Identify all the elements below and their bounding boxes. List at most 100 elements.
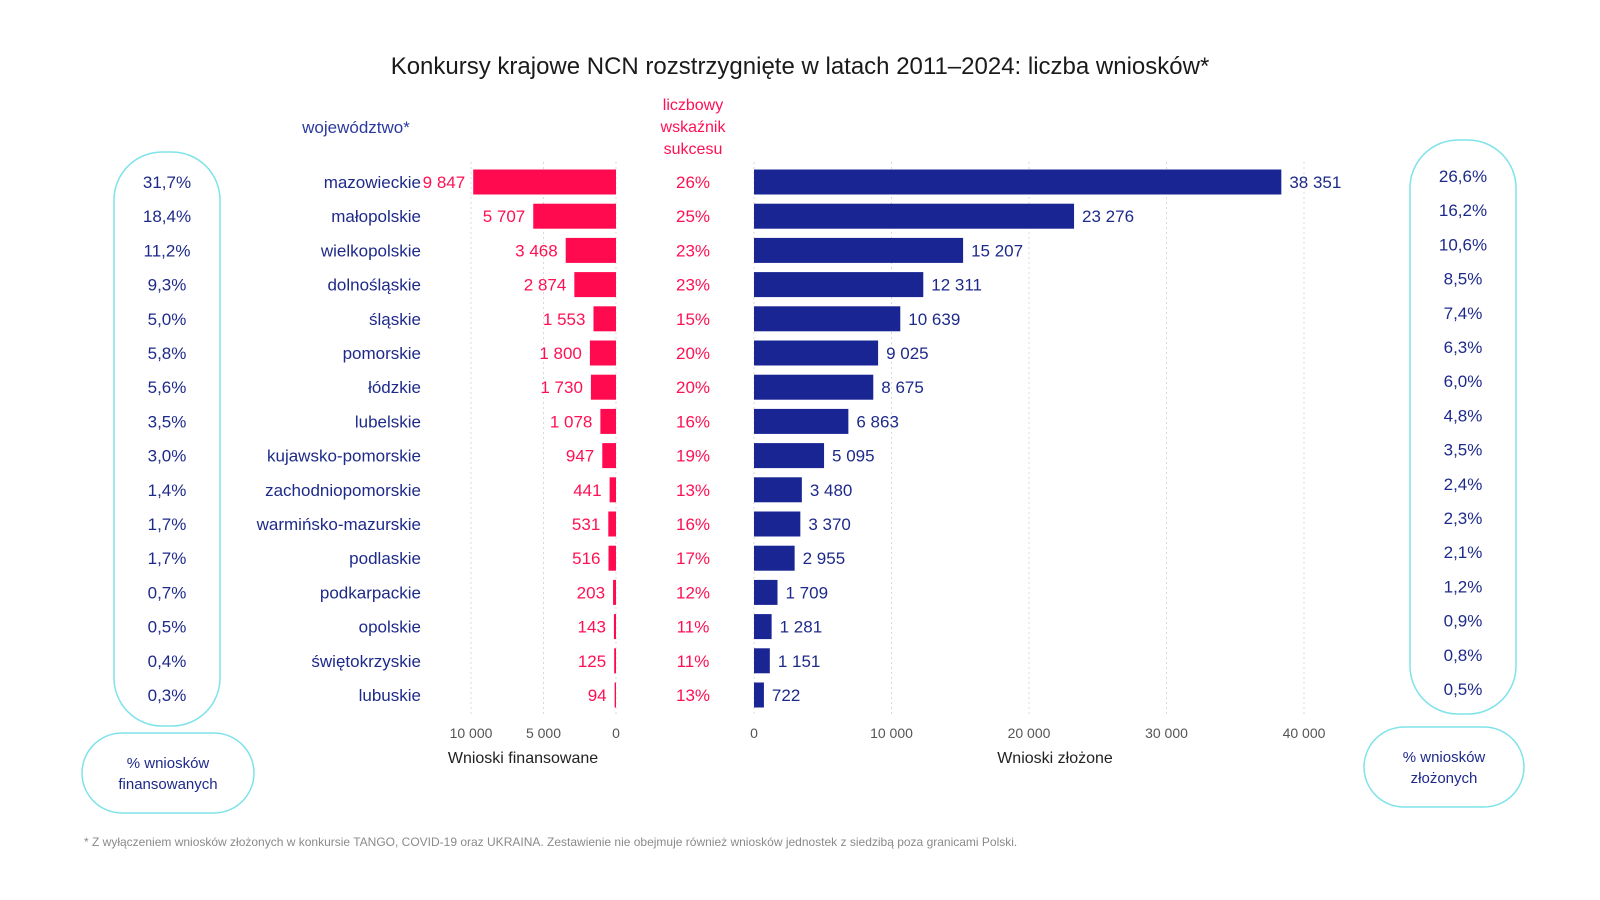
funded-value-label: 1 800	[539, 344, 582, 363]
submitted-pct-value: 26,6%	[1439, 167, 1487, 186]
submitted-bar	[754, 272, 924, 298]
submitted-bar	[754, 477, 802, 503]
funded-pct-value: 9,3%	[148, 276, 187, 295]
success-rate-value: 26%	[676, 173, 710, 192]
submitted-bar	[754, 511, 801, 537]
funded-value-label: 94	[588, 686, 607, 705]
submitted-value-label: 15 207	[971, 241, 1023, 260]
region-row: 0,5% opolskie 143 11% 1 281 0,9%	[148, 612, 1482, 640]
funded-value-label: 203	[577, 583, 605, 602]
submitted-value-label: 8 675	[881, 378, 924, 397]
success-rate-value: 16%	[676, 412, 710, 431]
funded-pct-value: 18,4%	[143, 207, 191, 226]
funded-value-label: 2 874	[524, 276, 567, 295]
submitted-value-label: 5 095	[832, 447, 875, 466]
region-row: 1,7% podlaskie 516 17% 2 955 2,1%	[148, 543, 1483, 571]
submitted-bar	[754, 374, 874, 400]
submitted-pct-value: 0,5%	[1444, 680, 1483, 699]
funded-pct-value: 1,4%	[148, 481, 187, 500]
submitted-value-label: 38 351	[1289, 173, 1341, 192]
region-label: lubuskie	[359, 686, 421, 705]
region-label: pomorskie	[343, 344, 421, 363]
funded-bar	[614, 648, 616, 674]
submitted-value-label: 6 863	[856, 412, 899, 431]
funded-value-label: 143	[578, 618, 606, 637]
funded-pct-value: 0,7%	[148, 583, 187, 602]
funded-value-label: 9 847	[423, 173, 466, 192]
success-rate-value: 15%	[676, 310, 710, 329]
submitted-pct-value: 10,6%	[1439, 235, 1487, 254]
funded-bar	[602, 443, 616, 469]
submitted-pct-value: 2,4%	[1444, 475, 1483, 494]
region-row: 11,2% wielkopolskie 3 468 23% 15 207 10,6%	[144, 235, 1487, 263]
funded-bar	[613, 614, 616, 640]
submitted-bar	[754, 169, 1282, 195]
submitted-bar	[754, 648, 770, 674]
funded-pct-label-pill	[81, 732, 255, 814]
submitted-bar	[754, 306, 901, 332]
success-rate-value: 13%	[676, 481, 710, 500]
funded-bar	[590, 374, 616, 400]
funded-value-label: 1 553	[543, 310, 586, 329]
submitted-bar	[754, 237, 964, 263]
submitted-tick-label: 40 000	[1283, 725, 1326, 741]
submitted-value-label: 23 276	[1082, 207, 1134, 226]
submitted-value-label: 1 151	[778, 652, 821, 671]
submitted-bar	[754, 579, 778, 605]
success-rate-value: 20%	[676, 378, 710, 397]
submitted-tick-label: 30 000	[1145, 725, 1188, 741]
submitted-value-label: 1 281	[780, 618, 823, 637]
submitted-value-label: 722	[772, 686, 800, 705]
rows-layer: 31,7% mazowieckie 9 847 26% 38 351 26,6% 18,4%…	[143, 167, 1487, 708]
funded-bar	[600, 408, 616, 434]
submitted-pct-value: 3,5%	[1444, 441, 1483, 460]
funded-pct-column-frame	[113, 151, 221, 727]
submitted-pct-label-pill	[1363, 726, 1525, 808]
region-label: zachodniopomorskie	[265, 481, 421, 500]
region-label: dolnośląskie	[327, 276, 421, 295]
submitted-tick-label: 0	[750, 725, 758, 741]
submitted-pct-column-frame	[1409, 139, 1517, 715]
region-label: podkarpackie	[320, 583, 421, 602]
funded-pct-value: 5,8%	[148, 344, 187, 363]
funded-pct-value: 1,7%	[148, 549, 187, 568]
region-label: lubelskie	[355, 412, 421, 431]
success-rate-value: 11%	[677, 618, 710, 637]
region-row: 5,6% łódzkie 1 730 20% 8 675 6,0%	[148, 372, 1482, 400]
funded-pct-value: 5,0%	[148, 310, 187, 329]
region-row: 5,8% pomorskie 1 800 20% 9 025 6,3%	[148, 338, 1482, 366]
submitted-pct-label-line-2: złożonych	[1411, 770, 1478, 787]
success-rate-value: 13%	[676, 686, 710, 705]
region-label: małopolskie	[331, 207, 421, 226]
submitted-tick-label: 10 000	[870, 725, 913, 741]
funded-pct-value: 0,3%	[148, 686, 187, 705]
submitted-value-label: 10 639	[908, 310, 960, 329]
submitted-pct-value: 8,5%	[1444, 270, 1483, 289]
region-header: województwo*	[301, 118, 410, 137]
funded-pct-value: 31,7%	[143, 173, 191, 192]
funded-value-label: 516	[572, 549, 600, 568]
funded-value-label: 441	[573, 481, 601, 500]
funded-bar	[609, 477, 616, 503]
submitted-pct-value: 7,4%	[1444, 304, 1483, 323]
funded-tick-label: 0	[612, 725, 620, 741]
funded-pct-value: 11,2%	[144, 241, 191, 260]
submitted-value-label: 2 955	[803, 549, 846, 568]
success-header-line-1: liczbowy	[663, 97, 723, 114]
region-row: 0,7% podkarpackie 203 12% 1 709 1,2%	[148, 577, 1482, 605]
funded-axis-title: Wnioski finansowane	[448, 750, 598, 767]
submitted-bar	[754, 614, 772, 640]
region-label: łódzkie	[368, 378, 421, 397]
funded-pct-value: 0,5%	[148, 618, 187, 637]
submitted-pct-value: 4,8%	[1444, 406, 1483, 425]
funded-tick-label: 5 000	[526, 725, 561, 741]
ticks-layer: 10 000 5 000 0 0 10 000 20 000 30 000 40 000	[450, 725, 1326, 741]
submitted-bar	[754, 340, 879, 366]
funded-bar	[593, 306, 616, 332]
funded-value-label: 947	[566, 447, 594, 466]
submitted-pct-value: 2,1%	[1444, 543, 1483, 562]
funded-bar	[608, 511, 616, 537]
funded-bar	[613, 579, 616, 605]
region-label: śląskie	[369, 310, 421, 329]
